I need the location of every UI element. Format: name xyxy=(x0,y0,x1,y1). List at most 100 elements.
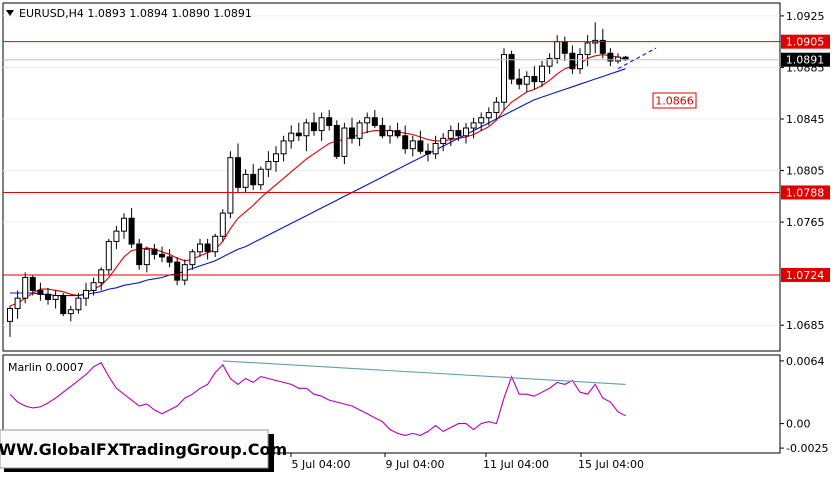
candle xyxy=(333,120,340,159)
candles-layer xyxy=(7,22,629,337)
candle-body-bearish xyxy=(599,39,606,54)
candle-body-bullish xyxy=(341,127,348,157)
candle xyxy=(387,125,393,144)
candle-body-bullish xyxy=(493,101,500,114)
candle xyxy=(227,151,234,219)
candle xyxy=(265,151,272,177)
candle xyxy=(197,238,203,257)
candle-body-bearish xyxy=(349,127,355,139)
candle-body-bullish xyxy=(364,117,371,124)
candle xyxy=(128,207,135,248)
candle-body-bullish xyxy=(14,297,21,309)
candle xyxy=(531,66,538,90)
candle-body-bullish xyxy=(356,122,363,139)
candle xyxy=(29,274,36,296)
candle-body-bullish xyxy=(409,140,416,150)
candle xyxy=(83,282,89,306)
candle xyxy=(219,209,226,242)
candle-body-bearish xyxy=(326,117,333,126)
candle-body-bearish xyxy=(136,243,143,266)
candle xyxy=(607,48,614,67)
candle-body-bullish xyxy=(105,240,112,271)
current-price-tag: 1.0891 xyxy=(781,52,830,67)
candle xyxy=(14,290,21,319)
candle xyxy=(204,238,211,260)
candle-body-bullish xyxy=(318,117,325,132)
candle xyxy=(432,135,439,159)
candle-body-bearish xyxy=(295,132,302,137)
candle xyxy=(425,143,431,162)
candle-body-bearish xyxy=(516,78,523,85)
candle-body-bullish xyxy=(219,212,226,237)
candle xyxy=(440,133,447,152)
level-tag-label: 1.0724 xyxy=(786,269,825,282)
candle xyxy=(250,164,257,190)
price-tick-label: 1.0845 xyxy=(786,113,825,126)
price-tick-label: 1.0885 xyxy=(786,61,825,74)
candle xyxy=(356,120,363,147)
candle xyxy=(493,97,500,119)
candle xyxy=(166,249,173,268)
price-tick-label: 1.0765 xyxy=(786,216,825,229)
candle-body-bullish xyxy=(447,130,454,139)
candle-body-bullish xyxy=(501,54,507,103)
candle xyxy=(584,35,591,67)
candle xyxy=(455,122,462,141)
collapse-triangle-icon[interactable] xyxy=(6,10,14,16)
candle-body-bullish xyxy=(98,269,105,284)
candle-body-bullish xyxy=(577,54,583,70)
forecast-label: 1.0866 xyxy=(655,95,694,108)
candle xyxy=(478,112,485,131)
candle-body-bullish xyxy=(554,41,561,59)
candle xyxy=(539,61,545,87)
horizontal-levels xyxy=(3,41,780,276)
candle-body-bearish xyxy=(569,52,576,70)
candle-body-bullish xyxy=(485,112,492,119)
candle-body-bullish xyxy=(212,235,219,253)
oscillator-trendline xyxy=(222,360,626,385)
candle-body-bearish xyxy=(60,295,67,315)
candle xyxy=(288,125,295,149)
candle-body-bullish xyxy=(432,142,439,155)
time-tick-label: 15 Jul 04:00 xyxy=(578,458,644,471)
candle xyxy=(159,246,165,263)
candle-body-bearish xyxy=(37,289,44,295)
candle xyxy=(242,169,249,193)
level-tag-box xyxy=(781,185,830,200)
indicator-layer xyxy=(9,360,626,436)
candle-body-bullish xyxy=(387,130,393,137)
candle xyxy=(151,244,158,260)
candle xyxy=(45,287,51,305)
price-axis: 1.0905 1.0788 1.0724 1.0891 1.0925 1.0885 1.08… xyxy=(780,10,830,455)
candle-body-bullish xyxy=(197,243,203,253)
candle-body-bearish xyxy=(531,75,538,83)
time-axis: 5 Jul 04:00 9 Jul 04:00 11 Jul 04:00 15 Jul… xyxy=(290,453,644,471)
candle xyxy=(447,125,454,147)
candle-body-bearish xyxy=(561,41,568,54)
candle-body-bullish xyxy=(463,127,469,137)
candle-body-bullish xyxy=(478,117,485,124)
candle-body-bearish xyxy=(311,122,317,132)
candle-body-bullish xyxy=(546,57,553,67)
candle-body-bullish xyxy=(523,75,530,85)
candle xyxy=(181,259,188,286)
time-tick-label: 9 Jul 04:00 xyxy=(386,458,445,471)
candle xyxy=(485,107,492,126)
price-tick-label: 1.0925 xyxy=(786,10,825,23)
candle xyxy=(326,109,333,131)
candle xyxy=(303,119,310,152)
main-overlays xyxy=(9,47,657,307)
candle-body-bearish xyxy=(379,124,386,137)
candle xyxy=(52,290,59,309)
main-pane-border xyxy=(2,2,781,352)
watermark-text: WWW.GlobalFXTradingGroup.Com xyxy=(0,440,287,459)
time-tick-label: 11 Jul 04:00 xyxy=(483,458,549,471)
candle-body-bearish xyxy=(607,52,614,62)
candle xyxy=(463,122,469,144)
candle xyxy=(189,249,196,270)
level-tag-box xyxy=(781,267,830,282)
candle xyxy=(174,256,181,286)
current-price-label: 1.0891 xyxy=(786,54,825,67)
